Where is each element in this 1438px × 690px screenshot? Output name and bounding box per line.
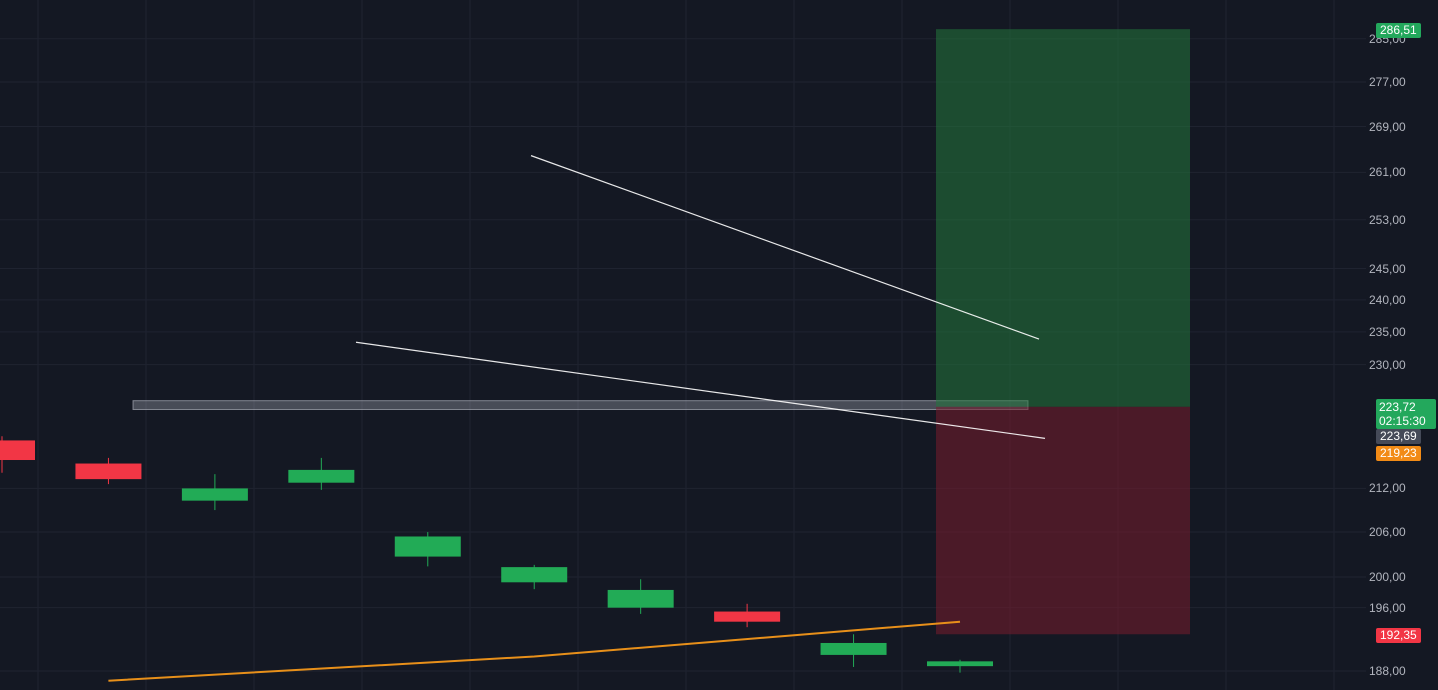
y-tick-label: 240,00 [1369,292,1406,307]
candle-down [75,463,142,480]
y-tick-label: 235,00 [1369,324,1406,339]
chart-area[interactable] [0,0,1366,690]
candle-countdown: 02:15:30 [1379,413,1426,428]
y-tick-label: 200,00 [1369,569,1406,584]
last-price-tag: 223,69 [1376,429,1421,444]
y-tick-label: 245,00 [1369,261,1406,276]
upper-trendline [530,155,1040,340]
loss-zone [936,406,1190,635]
lower-trendline [355,341,1046,439]
current-price-tag: 223,72 02:15:30 [1376,398,1436,429]
stop-price-tag: 192,35 [1376,628,1421,644]
candle-up [927,661,993,667]
profit-zone [936,29,1190,407]
y-tick-label: 277,00 [1369,75,1406,89]
y-tick-label: 230,00 [1369,357,1406,372]
y-tick-label: 253,00 [1369,212,1406,227]
moving-average-price-tag: 219,23 [1376,446,1421,461]
current-price: 223,72 [1379,399,1416,414]
y-tick-label: 206,00 [1369,525,1406,540]
candle-up [181,488,248,501]
price-axis[interactable]: 285,00 277,00 269,00 261,00 253,00 245,00 240,… [1366,0,1438,690]
candles [0,436,993,673]
candle-up [607,589,674,608]
candle-down [714,611,781,622]
candlestick-chart[interactable] [0,0,1366,690]
y-tick-label: 196,00 [1369,600,1406,615]
candle-up [394,536,461,557]
candle-down [0,440,35,461]
candle-up [820,642,887,655]
y-tick-label: 212,00 [1369,481,1406,496]
y-tick-label: 188,00 [1369,664,1406,678]
y-tick-label: 269,00 [1369,119,1406,134]
candle-up [501,567,568,583]
support-zone [132,400,1029,410]
target-price-tag: 286,51 [1376,22,1421,38]
y-tick-label: 261,00 [1369,165,1406,180]
moving-average-line [108,620,961,682]
candle-up [288,469,355,483]
